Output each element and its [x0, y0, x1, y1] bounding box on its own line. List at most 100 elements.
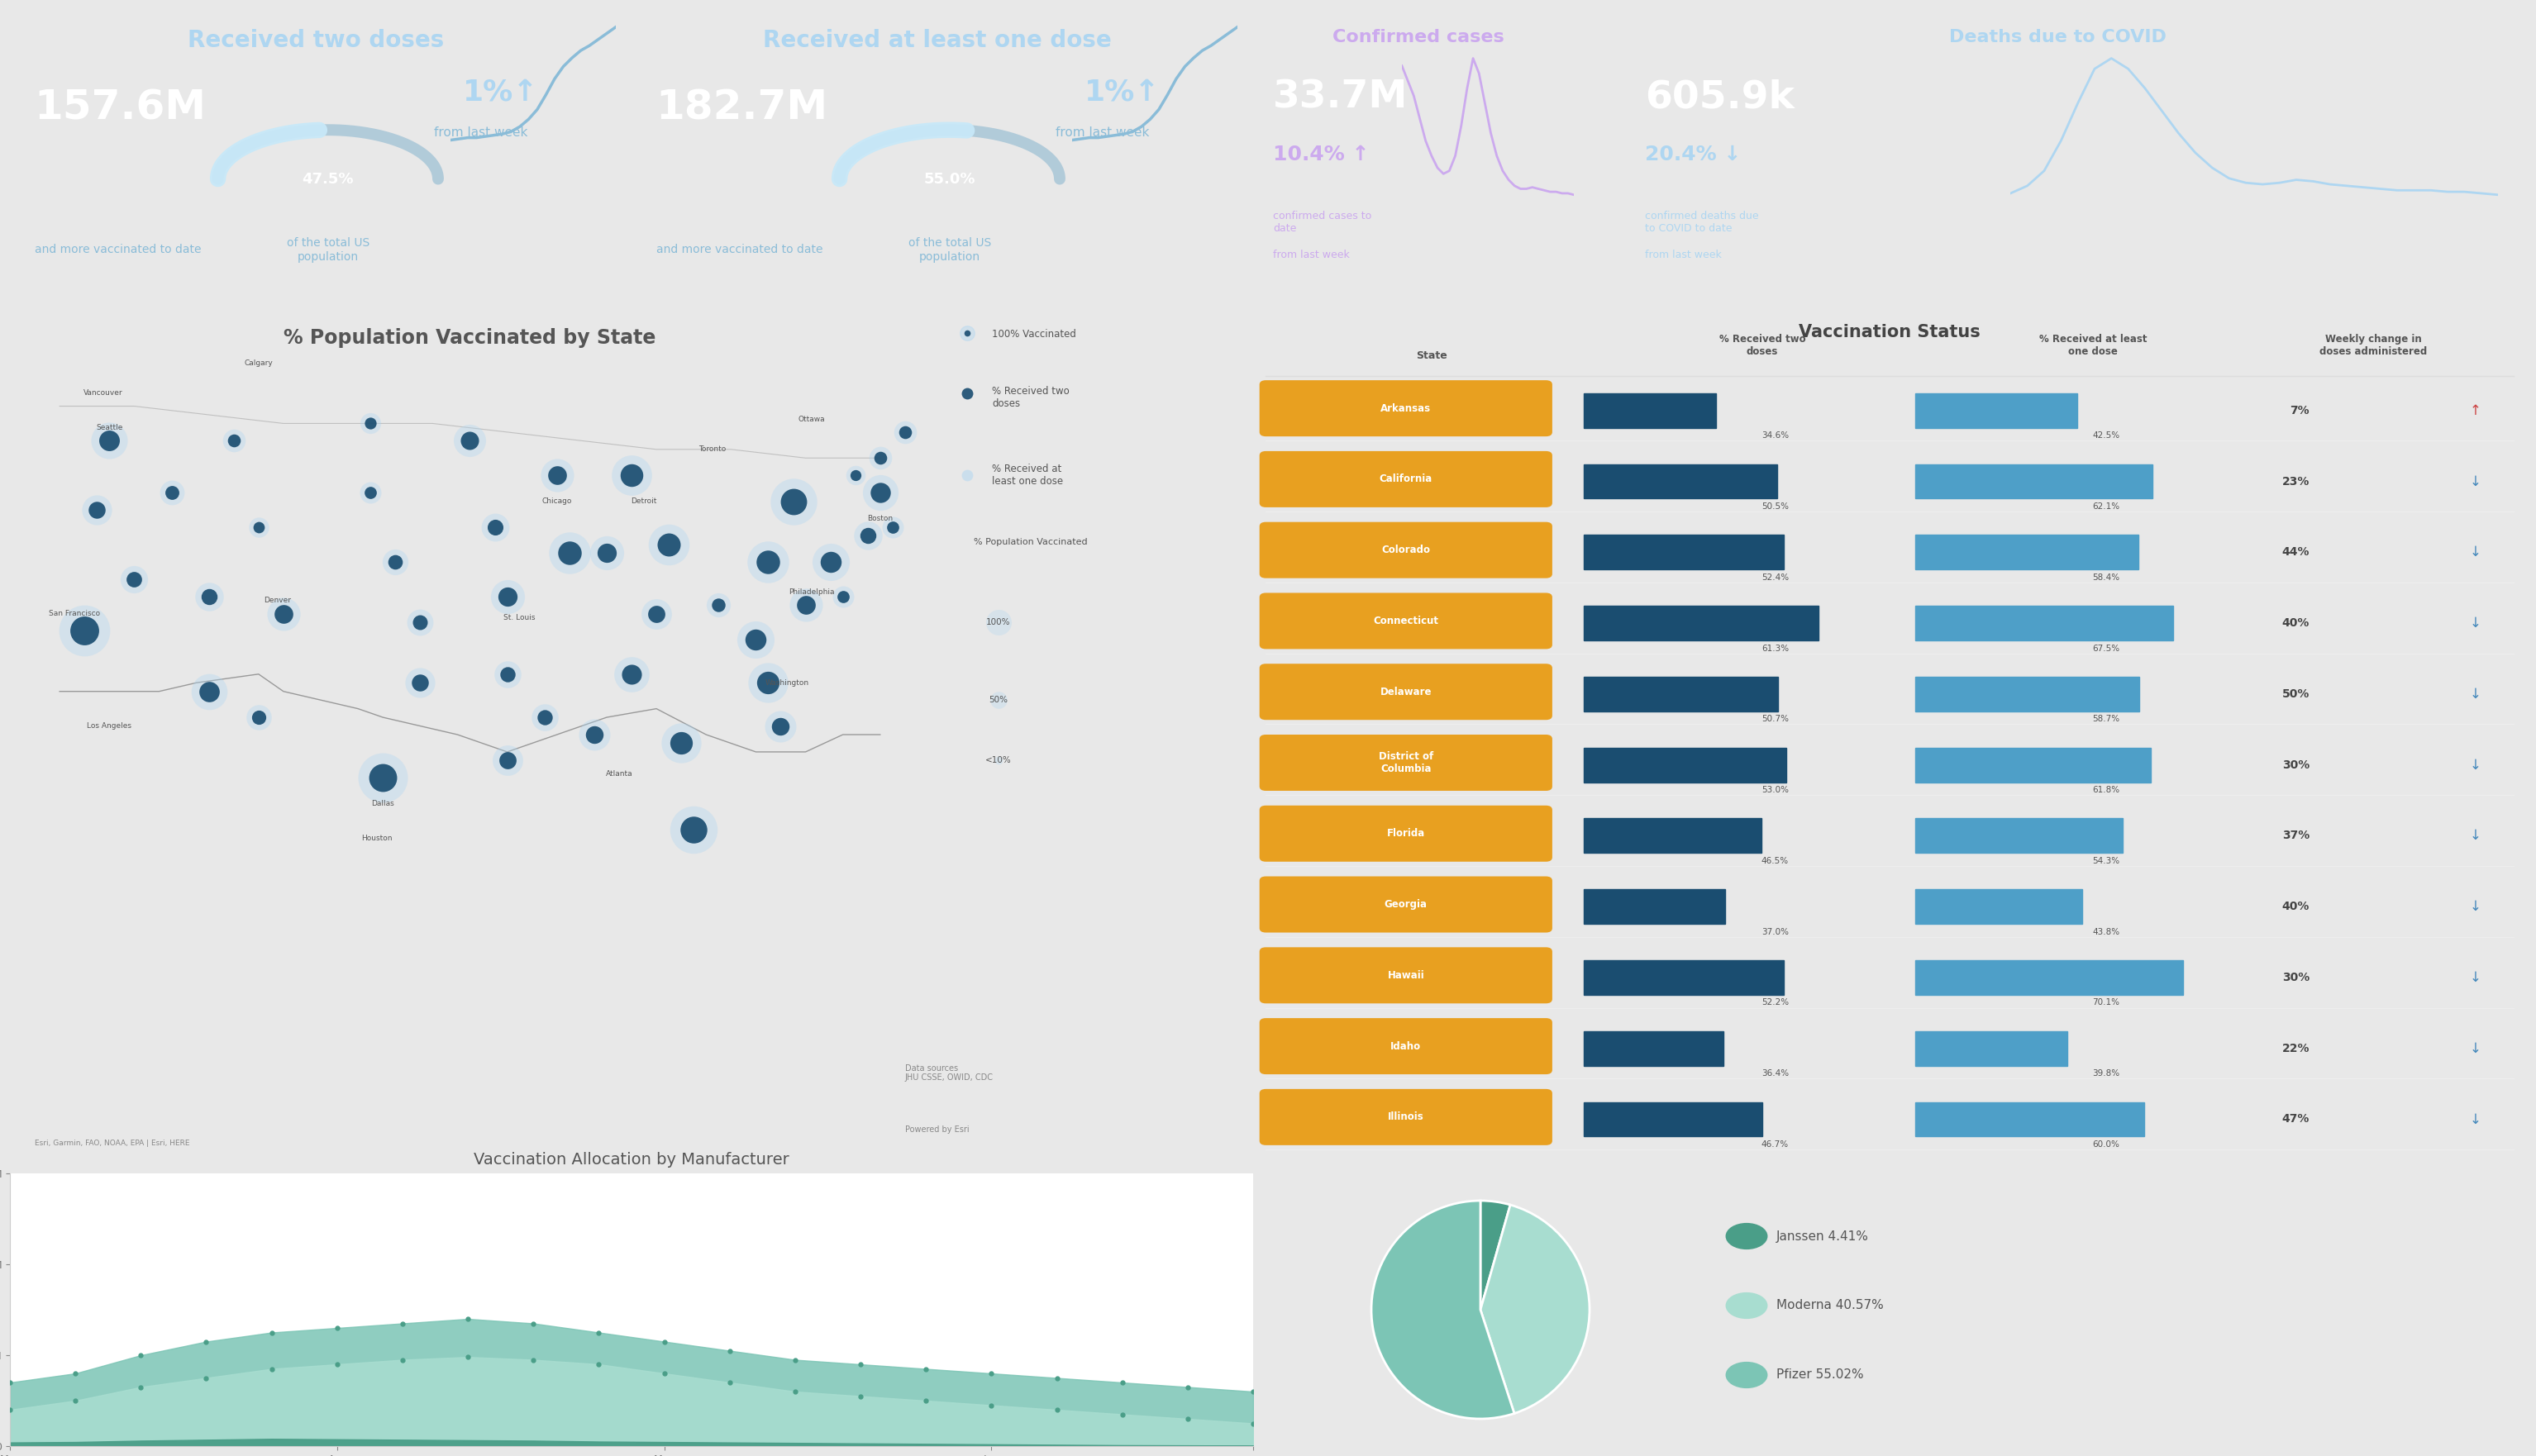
FancyBboxPatch shape [1260, 1018, 1552, 1075]
Bar [1585, 534, 1785, 569]
Point [76, 498, 117, 521]
Point [487, 748, 527, 772]
Text: 42.5%: 42.5% [2092, 431, 2120, 440]
Point [822, 585, 862, 609]
Text: Confirmed cases: Confirmed cases [1331, 29, 1504, 45]
Circle shape [1727, 1363, 1768, 1388]
Text: Idaho: Idaho [1390, 1041, 1420, 1051]
Wedge shape [1372, 1201, 1514, 1418]
Point [238, 515, 279, 539]
Point [350, 412, 391, 435]
Text: Received two doses: Received two doses [188, 29, 444, 52]
Text: 61.3%: 61.3% [1763, 644, 1788, 652]
Text: 37.0%: 37.0% [1763, 927, 1788, 936]
Point [114, 568, 155, 591]
Bar [1585, 1102, 1763, 1137]
Bar [1915, 1031, 2067, 1066]
Point [474, 515, 515, 539]
Point [847, 524, 888, 547]
Point [979, 689, 1019, 712]
Text: 43.8%: 43.8% [2092, 927, 2120, 936]
Text: 62.1%: 62.1% [2092, 502, 2120, 511]
Text: confirmed cases to
date: confirmed cases to date [1273, 211, 1372, 234]
Point [89, 430, 129, 453]
Point [350, 412, 391, 435]
Text: 10.4% ↑: 10.4% ↑ [1273, 144, 1369, 165]
Point [188, 585, 228, 609]
Point [834, 463, 875, 486]
Text: ↓: ↓ [2470, 687, 2480, 702]
Text: Moderna 40.57%: Moderna 40.57% [1775, 1299, 1884, 1312]
Point [748, 671, 789, 695]
Text: 30%: 30% [2282, 759, 2310, 770]
Text: Illinois: Illinois [1387, 1112, 1423, 1123]
Text: Detroit: Detroit [631, 498, 657, 505]
Text: 100%: 100% [987, 619, 1009, 626]
Point [946, 320, 987, 344]
Text: ↓: ↓ [2470, 970, 2480, 984]
Bar [1585, 393, 1717, 428]
Point [401, 671, 441, 695]
Point [586, 542, 626, 565]
Point [979, 748, 1019, 772]
Bar [1915, 1102, 2145, 1137]
Point [860, 480, 900, 504]
Point [487, 585, 527, 609]
Point [487, 748, 527, 772]
FancyBboxPatch shape [1260, 1089, 1552, 1146]
Point [487, 662, 527, 686]
Point [611, 463, 652, 486]
Text: 54.3%: 54.3% [2092, 856, 2120, 865]
FancyBboxPatch shape [1260, 948, 1552, 1003]
Point [525, 706, 566, 729]
Point [748, 671, 789, 695]
Text: 23%: 23% [2282, 476, 2310, 488]
Text: Washington: Washington [766, 678, 809, 686]
Bar [1585, 960, 1783, 994]
Point [773, 489, 814, 513]
Text: Powered by Esri: Powered by Esri [905, 1125, 969, 1134]
Text: Ottawa: Ottawa [799, 415, 824, 422]
Point [662, 731, 702, 754]
Title: Vaccination Allocation by Manufacturer: Vaccination Allocation by Manufacturer [474, 1152, 789, 1168]
Text: from last week: from last week [1055, 127, 1149, 138]
Text: and more vaccinated to date: and more vaccinated to date [36, 245, 200, 256]
Point [550, 542, 591, 565]
Point [611, 662, 652, 686]
Circle shape [1727, 1293, 1768, 1318]
Point [487, 585, 527, 609]
Text: Pfizer 55.02%: Pfizer 55.02% [1775, 1369, 1864, 1382]
Text: 47%: 47% [2282, 1114, 2310, 1125]
Text: Esri, Garmin, FAO, NOAA, EPA | Esri, HERE: Esri, Garmin, FAO, NOAA, EPA | Esri, HER… [36, 1140, 190, 1147]
Point [675, 818, 715, 842]
Text: Data sources
JHU CSSE, OWID, CDC: Data sources JHU CSSE, OWID, CDC [905, 1064, 994, 1082]
Bar [1915, 747, 2151, 782]
Text: California: California [1380, 473, 1433, 485]
Text: 50%: 50% [989, 696, 1007, 705]
Bar [1915, 890, 2082, 925]
Text: <10%: <10% [984, 757, 1012, 764]
Text: Vaccination Status: Vaccination Status [1798, 325, 1981, 341]
Text: Denver: Denver [264, 597, 292, 604]
Text: Deaths due to COVID: Deaths due to COVID [1948, 29, 2166, 45]
Point [662, 731, 702, 754]
Text: 182.7M: 182.7M [657, 89, 829, 128]
Text: Atlanta: Atlanta [606, 770, 631, 778]
Text: 50%: 50% [2282, 689, 2310, 700]
Point [860, 447, 900, 470]
Point [885, 421, 926, 444]
Point [735, 628, 776, 651]
Text: ↓: ↓ [2470, 757, 2480, 772]
Text: 60.0%: 60.0% [2092, 1140, 2120, 1149]
FancyBboxPatch shape [1260, 593, 1552, 649]
Text: Arkansas: Arkansas [1380, 403, 1430, 414]
Point [946, 320, 987, 344]
Point [363, 766, 403, 789]
Bar [1915, 534, 2138, 569]
FancyBboxPatch shape [1260, 735, 1552, 791]
Point [525, 706, 566, 729]
Text: 53.0%: 53.0% [1763, 786, 1788, 794]
FancyBboxPatch shape [1260, 805, 1552, 862]
Text: San Francisco: San Francisco [48, 610, 101, 617]
Text: 20.4% ↓: 20.4% ↓ [1646, 144, 1742, 165]
